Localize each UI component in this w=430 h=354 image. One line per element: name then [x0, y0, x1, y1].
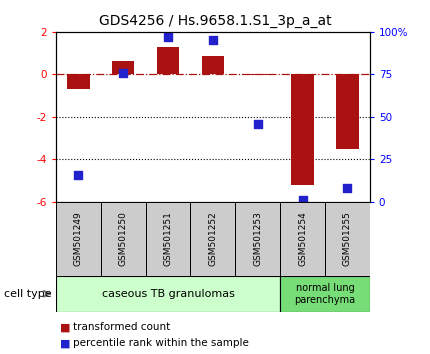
Text: ■: ■ [60, 338, 71, 348]
Point [120, 70, 126, 75]
Text: cell type: cell type [4, 289, 52, 299]
Text: percentile rank within the sample: percentile rank within the sample [73, 338, 249, 348]
Bar [336, 74, 359, 149]
Bar [235, 202, 280, 276]
Bar [280, 202, 325, 276]
Bar [101, 202, 146, 276]
Bar [56, 276, 280, 312]
Text: GSM501252: GSM501252 [209, 212, 217, 266]
Point [254, 121, 261, 126]
Bar [112, 61, 135, 74]
Bar [325, 202, 370, 276]
Text: GSM501249: GSM501249 [74, 212, 83, 266]
Bar [190, 202, 235, 276]
Bar [246, 74, 269, 75]
Text: GSM501250: GSM501250 [119, 211, 128, 267]
Bar [146, 202, 190, 276]
Text: GDS4256 / Hs.9658.1.S1_3p_a_at: GDS4256 / Hs.9658.1.S1_3p_a_at [99, 14, 331, 28]
Text: normal lung
parenchyma: normal lung parenchyma [295, 283, 356, 305]
Bar [292, 74, 314, 185]
Text: transformed count: transformed count [73, 322, 170, 332]
Bar [157, 47, 179, 74]
Text: ■: ■ [60, 322, 71, 332]
Bar [202, 56, 224, 74]
Point [209, 38, 216, 43]
Bar [56, 202, 101, 276]
Point [299, 197, 306, 203]
Point [344, 185, 351, 191]
Bar [67, 74, 89, 89]
Text: caseous TB granulomas: caseous TB granulomas [101, 289, 234, 299]
Point [75, 172, 82, 177]
Bar [280, 276, 370, 312]
Text: GSM501251: GSM501251 [163, 211, 172, 267]
Text: GSM501255: GSM501255 [343, 211, 352, 267]
Text: GSM501254: GSM501254 [298, 212, 307, 266]
Point [165, 34, 172, 40]
Text: GSM501253: GSM501253 [253, 211, 262, 267]
